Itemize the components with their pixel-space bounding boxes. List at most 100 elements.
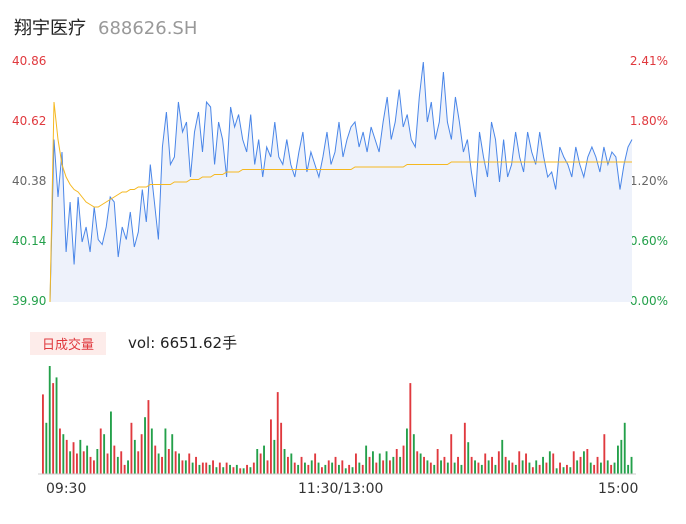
volume-bar xyxy=(232,467,235,474)
pct-tick: 0.60% xyxy=(629,234,668,248)
volume-bar xyxy=(140,434,143,474)
volume-bar xyxy=(304,462,306,474)
volume-bar xyxy=(555,468,558,474)
volume-bar xyxy=(120,451,123,474)
volume-bar xyxy=(372,451,374,474)
volume-bar xyxy=(157,453,160,474)
volume-bar xyxy=(572,451,575,474)
volume-bar xyxy=(314,453,317,474)
volume-bar xyxy=(327,460,330,474)
volume-bar xyxy=(212,460,214,474)
volume-bar xyxy=(511,462,514,474)
volume-bar xyxy=(249,467,252,474)
volume-bar xyxy=(42,394,44,474)
time-open: 09:30 xyxy=(46,481,87,497)
volume-bar xyxy=(225,462,228,474)
volume-bar xyxy=(222,467,225,474)
volume-bar xyxy=(45,422,48,474)
volume-bar xyxy=(583,451,585,474)
volume-bar xyxy=(178,453,180,474)
volume-bar xyxy=(273,439,276,474)
volume-bar xyxy=(297,464,300,474)
volume-bar xyxy=(161,456,163,474)
volume-bar xyxy=(290,453,293,474)
volume-bar xyxy=(453,462,456,474)
volume-bar xyxy=(191,462,194,474)
volume-bar xyxy=(321,467,323,474)
volume-bar xyxy=(338,464,340,474)
volume-bar xyxy=(201,462,204,474)
volume-bar xyxy=(184,460,187,474)
volume-bar xyxy=(65,439,68,474)
volume-text: vol: 6651.62手 xyxy=(128,334,238,352)
volume-bar xyxy=(82,451,85,474)
volume-bar xyxy=(69,451,72,474)
volume-bar xyxy=(154,445,157,474)
pct-tick-high: 2.41% xyxy=(629,54,668,68)
volume-bar xyxy=(246,464,248,474)
volume-bar xyxy=(620,439,623,474)
volume-bar xyxy=(48,366,51,474)
volume-bar xyxy=(423,456,425,474)
volume-bar xyxy=(606,460,609,474)
volume-bar xyxy=(399,456,402,474)
stock-name: 翔宇医疗 xyxy=(14,18,86,39)
volume-bar xyxy=(355,453,357,474)
volume-bar xyxy=(127,460,129,474)
volume-bar xyxy=(263,445,265,474)
volume-bar xyxy=(351,467,354,474)
volume-bar xyxy=(501,439,504,474)
volume-bar xyxy=(436,449,439,474)
volume-bar xyxy=(535,460,538,474)
volume-bar xyxy=(617,445,619,474)
volume-bar xyxy=(586,449,589,474)
volume-badge: 日成交量 xyxy=(30,332,107,355)
volume-bar xyxy=(576,460,579,474)
volume-bar xyxy=(460,464,463,474)
volume-bar xyxy=(164,428,167,474)
volume-bar xyxy=(623,422,626,474)
volume-bar xyxy=(137,451,140,474)
volume-bar xyxy=(463,422,466,474)
volume-bar xyxy=(174,451,177,474)
volume-bar xyxy=(426,460,429,474)
volume-bar xyxy=(59,428,61,474)
volume-bar xyxy=(528,462,531,474)
price-tick: 40.62 xyxy=(12,114,47,128)
volume-bar xyxy=(491,456,493,474)
volume-bar xyxy=(419,453,422,474)
volume-bar xyxy=(477,462,480,474)
volume-bar xyxy=(365,445,368,474)
volume-bar xyxy=(307,464,310,474)
volume-bar xyxy=(348,464,351,474)
volume-bar xyxy=(239,468,242,474)
volume-bar xyxy=(627,464,630,474)
volume-bar xyxy=(116,456,119,474)
volume-bar xyxy=(406,428,408,474)
volume-bar xyxy=(62,434,65,474)
volume-bar xyxy=(195,456,197,474)
pct-tick: 1.20% xyxy=(629,174,668,188)
volume-bar xyxy=(276,392,279,474)
volume-bar xyxy=(361,464,364,474)
volume-bar xyxy=(412,434,415,474)
volume-bar xyxy=(208,464,211,474)
stock-code: 688626.SH xyxy=(98,18,198,39)
volume-bar xyxy=(484,453,487,474)
volume-bar xyxy=(341,460,344,474)
volume-bar xyxy=(375,462,378,474)
volume-bar xyxy=(548,451,551,474)
volume-bar xyxy=(589,462,592,474)
volume-bar xyxy=(542,456,544,474)
price-tick-low: 39.90 xyxy=(12,294,47,308)
volume-bar xyxy=(497,451,500,474)
volume-bar xyxy=(518,451,521,474)
volume-bar xyxy=(545,462,548,474)
volume-bar xyxy=(334,456,337,474)
volume-bar xyxy=(130,422,133,474)
avg-price-line xyxy=(49,101,632,303)
volume-bar xyxy=(167,449,170,474)
volume-bar xyxy=(474,460,476,474)
volume-bar xyxy=(382,460,385,474)
volume-bar xyxy=(504,456,507,474)
